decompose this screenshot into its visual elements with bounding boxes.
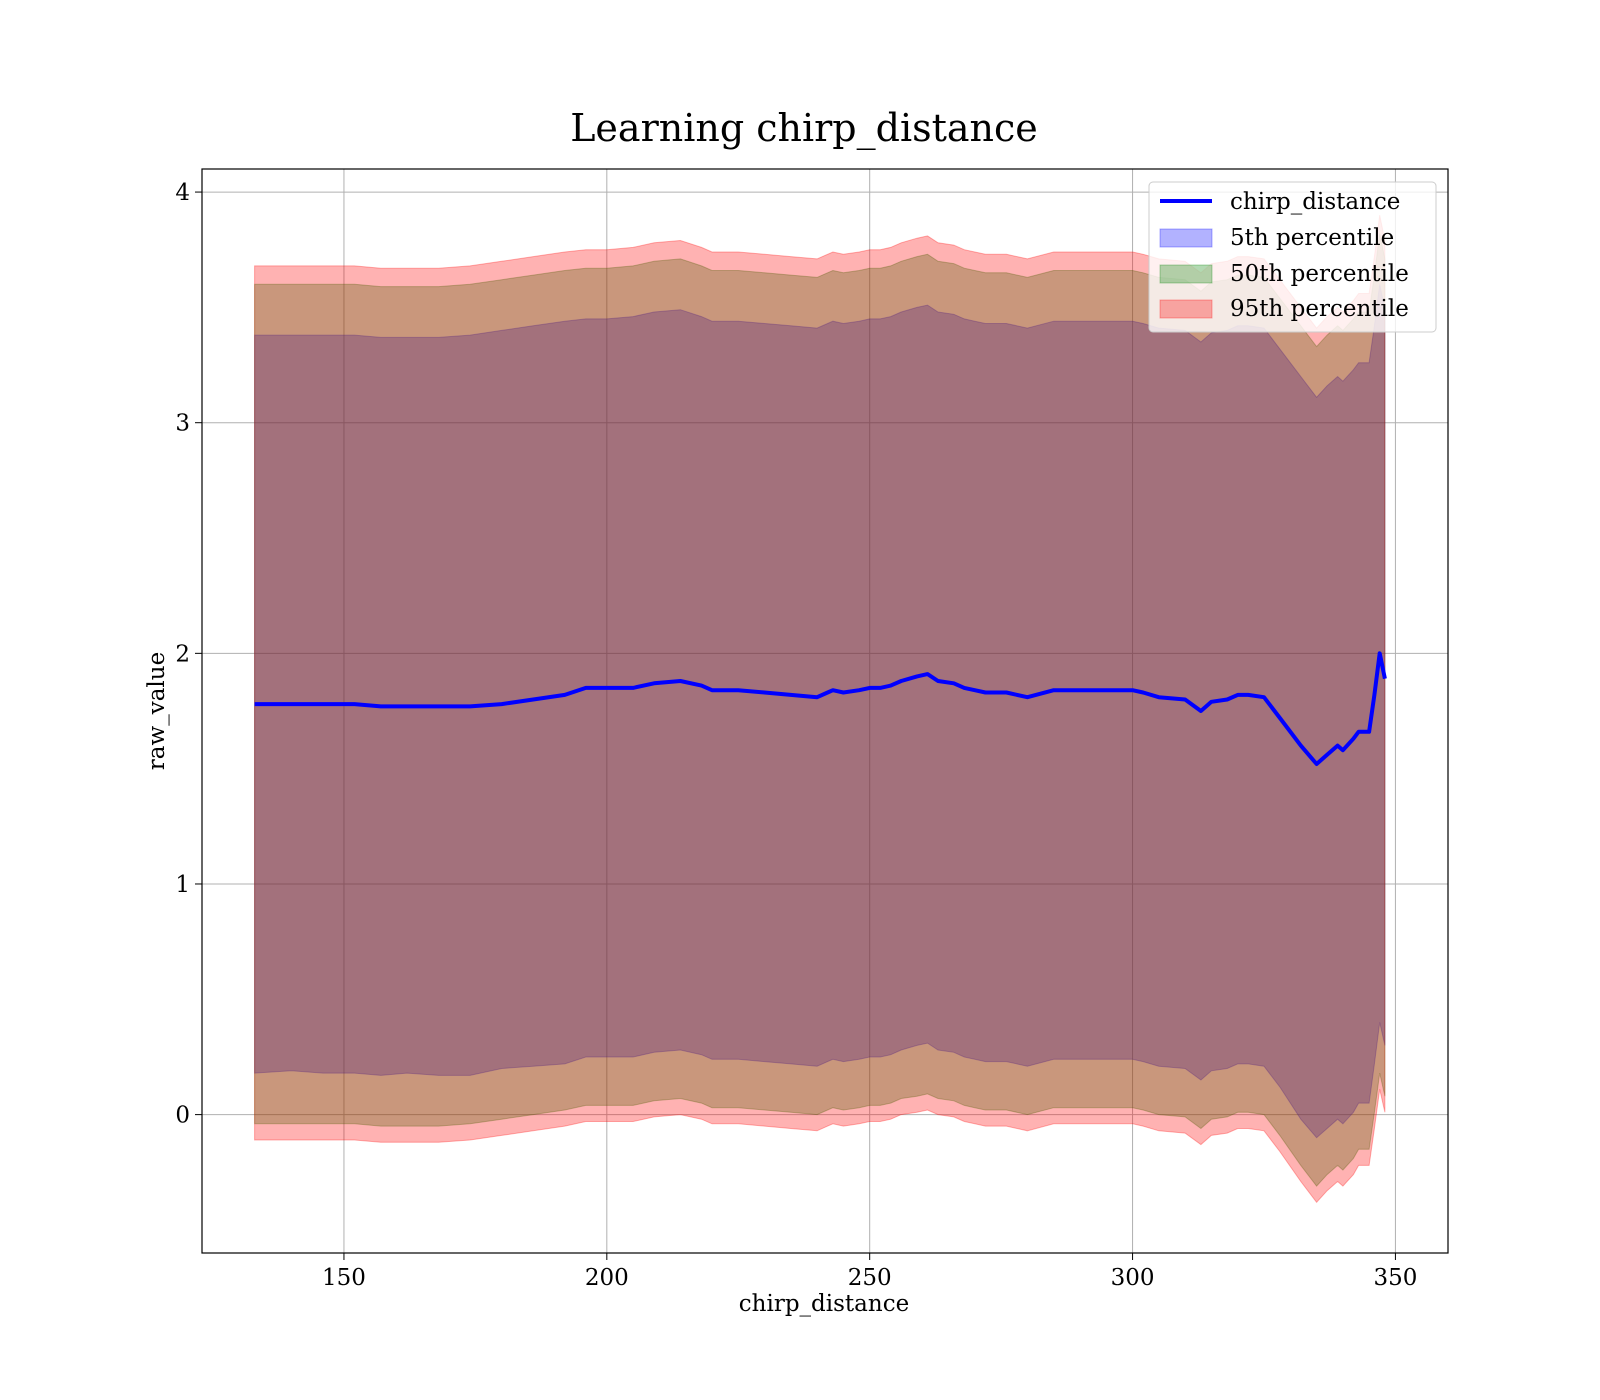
y-axis-label: raw_value: [144, 652, 170, 770]
x-tick-label: 250: [848, 1265, 892, 1291]
y-axis-ticks: 0 1 2 3 4: [175, 180, 202, 1129]
legend-swatch-50th: [1159, 264, 1213, 284]
legend-swatch-95th: [1159, 299, 1213, 319]
x-tick-label: 200: [585, 1265, 629, 1291]
x-axis-ticks: 150 200 250 300 350: [322, 1253, 1417, 1291]
legend-label-50th: 50th percentile: [1230, 261, 1409, 287]
y-tick-label: 1: [175, 872, 190, 898]
legend-swatch-5th: [1159, 228, 1213, 248]
legend-label-line: chirp_distance: [1230, 189, 1400, 215]
y-tick-label: 0: [175, 1103, 190, 1129]
y-tick-label: 4: [175, 180, 190, 206]
series-line-chirp-distance: [254, 651, 1387, 766]
band-95th-percentile: [254, 214, 1386, 1204]
x-tick-label: 300: [1111, 1265, 1155, 1291]
x-tick-label: 350: [1373, 1265, 1417, 1291]
plot-frame: [201, 168, 1449, 1254]
x-axis-label: chirp_distance: [739, 1291, 909, 1317]
percentile-bands: [254, 214, 1386, 1204]
line-layer: [254, 651, 1387, 766]
y-tick-label: 3: [175, 411, 190, 437]
band-50th-percentile: [254, 233, 1386, 1187]
y-tick-label: 2: [175, 641, 190, 667]
legend-label-5th: 5th percentile: [1230, 225, 1394, 251]
legend-label-95th: 95th percentile: [1230, 296, 1409, 322]
chart-title: Learning chirp_distance: [570, 106, 1038, 151]
x-tick-label: 150: [322, 1265, 366, 1291]
legend-frame: [1148, 181, 1437, 333]
legend: chirp_distance 5th percentile 50th perce…: [1148, 181, 1437, 333]
band-5th-percentile: [254, 284, 1386, 1139]
